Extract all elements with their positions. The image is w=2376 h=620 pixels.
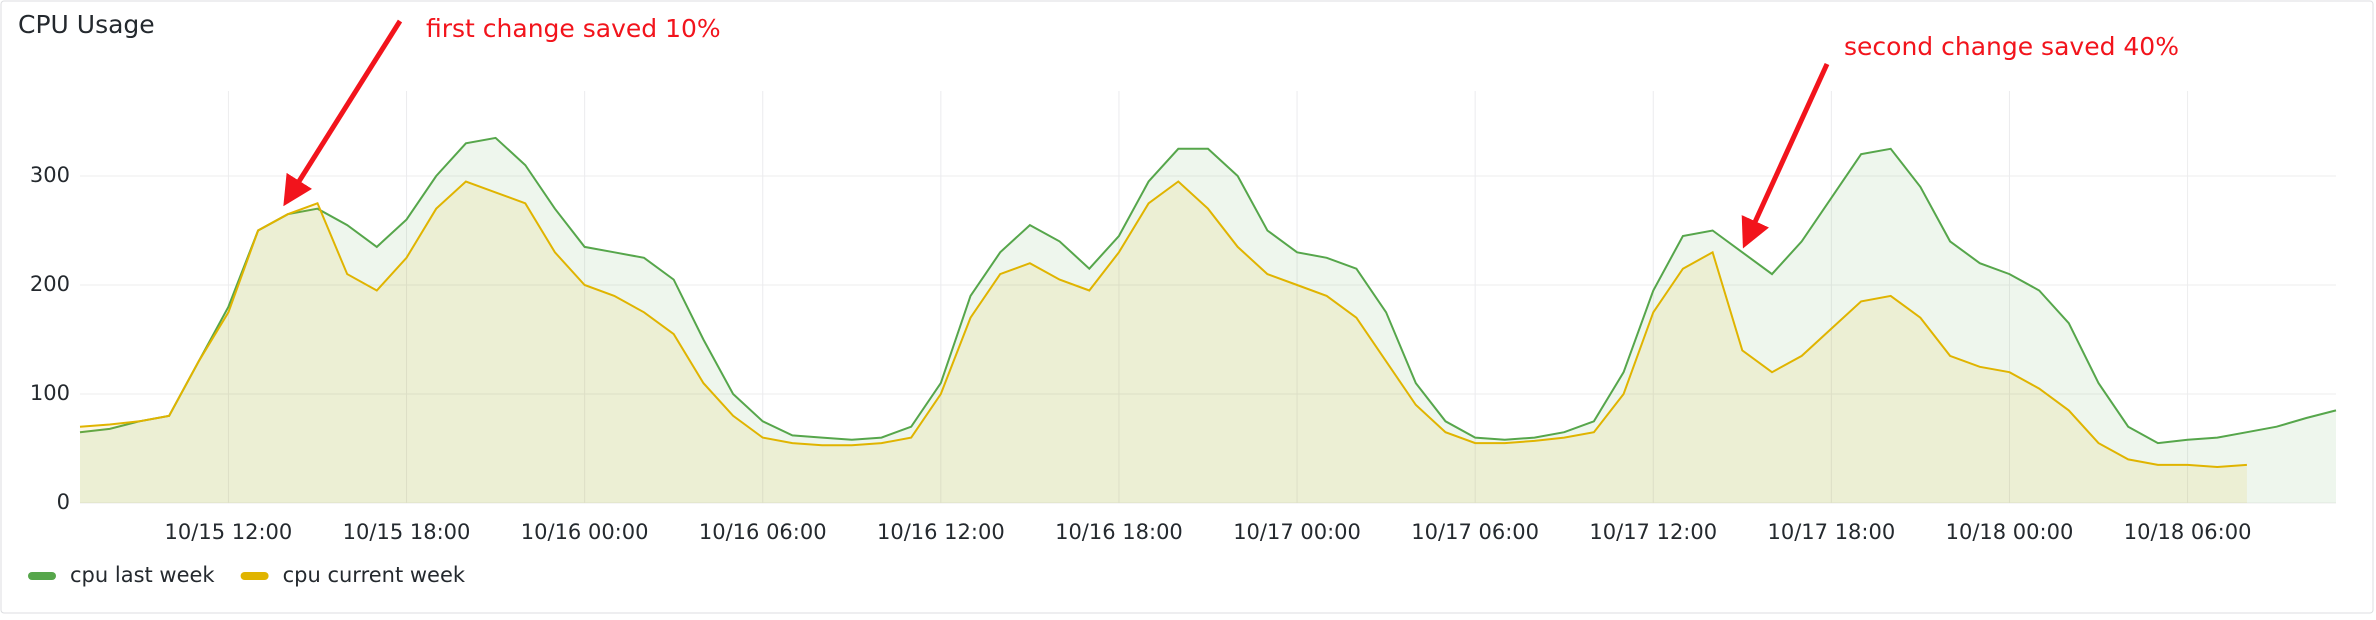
area [80, 181, 2247, 503]
x-tick-label: 10/15 18:00 [343, 520, 471, 544]
y-tick-label: 0 [57, 490, 70, 514]
chart-title: CPU Usage [18, 10, 155, 39]
x-tick-label: 10/17 18:00 [1768, 520, 1896, 544]
legend-swatch [240, 572, 269, 580]
annotation: first change saved 10% [426, 14, 721, 43]
line [79, 136, 2337, 445]
x-tick-label: 10/16 06:00 [699, 520, 827, 544]
legend-label: cpu last week [70, 563, 215, 587]
area [80, 137, 2336, 503]
x-tick-label: 10/17 00:00 [1233, 520, 1361, 544]
line [79, 180, 2247, 469]
x-tick-label: 10/16 12:00 [877, 520, 1005, 544]
legend-label: cpu current week [283, 563, 466, 587]
legend-swatch [28, 572, 56, 580]
annotation: second change saved 40% [1844, 32, 2179, 61]
x-tick-label: 10/16 18:00 [1055, 520, 1183, 544]
y-tick-label: 300 [30, 163, 70, 187]
x-tick-label: 10/15 12:00 [165, 520, 293, 544]
x-tick-label: 10/17 12:00 [1589, 520, 1717, 544]
plot [79, 91, 2337, 504]
x-tick-label: 10/18 06:00 [2124, 520, 2252, 544]
x-tick-label: 10/16 00:00 [521, 520, 649, 544]
annotation-arrow [283, 19, 403, 207]
y-tick-label: 200 [30, 272, 70, 296]
annotation-arrow [1741, 62, 1830, 249]
y-tick-label: 100 [30, 381, 70, 405]
x-tick-label: 10/18 00:00 [1946, 520, 2074, 544]
x-tick-label: 10/17 06:00 [1411, 520, 1539, 544]
legend: cpu last week cpu current week [28, 563, 466, 587]
